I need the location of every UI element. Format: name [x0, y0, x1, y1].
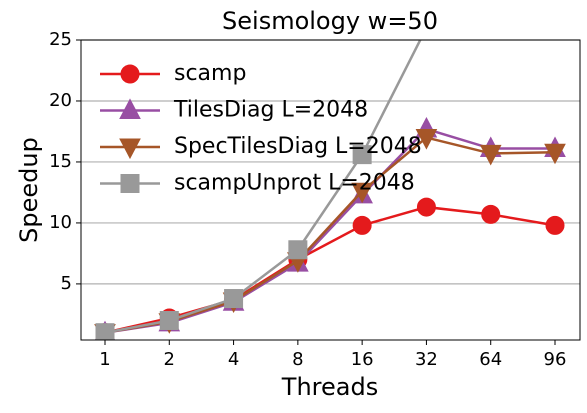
legend-marker: [119, 98, 141, 119]
marker: [415, 129, 438, 150]
marker: [159, 310, 179, 330]
legend-marker: [120, 174, 140, 193]
x-tick-label: 96: [544, 349, 567, 370]
x-axis-label: Threads: [281, 373, 378, 401]
y-tick-label: 15: [49, 151, 72, 172]
y-axis-label: Speedup: [15, 137, 43, 243]
legend-label: scampUnprot L=2048: [174, 171, 415, 196]
marker: [544, 143, 566, 165]
x-tick-label: 16: [351, 349, 374, 370]
x-tick-label: 64: [479, 349, 502, 370]
y-tick-label: 5: [61, 273, 72, 294]
series-line: [104, 40, 422, 334]
marker: [545, 215, 565, 235]
legend-label: TilesDiag L=2048: [173, 98, 368, 123]
legend-label: scamp: [174, 61, 246, 86]
legend-label: SpecTilesDiag L=2048: [174, 134, 422, 159]
y-tick-label: 10: [49, 212, 72, 233]
marker: [95, 323, 115, 340]
x-tick-label: 1: [99, 349, 110, 370]
marker: [352, 145, 372, 165]
plot-area: [94, 40, 566, 340]
series-line: [104, 136, 556, 334]
x-tick-label: 2: [164, 349, 175, 370]
y-tick-label: 25: [49, 29, 72, 50]
legend-marker: [119, 138, 141, 160]
marker: [352, 215, 372, 235]
x-tick-label: 32: [415, 349, 438, 370]
chart-title: Seismology w=50: [222, 7, 438, 35]
marker: [224, 289, 244, 309]
marker: [288, 240, 308, 260]
x-tick-label: 8: [292, 349, 303, 370]
plot-frame: [80, 39, 581, 341]
y-tick-label: 20: [49, 90, 72, 111]
legend-marker: [120, 64, 140, 84]
series-line: [104, 127, 555, 334]
marker: [416, 197, 436, 217]
x-tick-label: 4: [228, 349, 239, 370]
marker: [481, 204, 501, 224]
series-line: [104, 205, 556, 334]
marker: [351, 182, 373, 204]
marker: [479, 144, 502, 166]
